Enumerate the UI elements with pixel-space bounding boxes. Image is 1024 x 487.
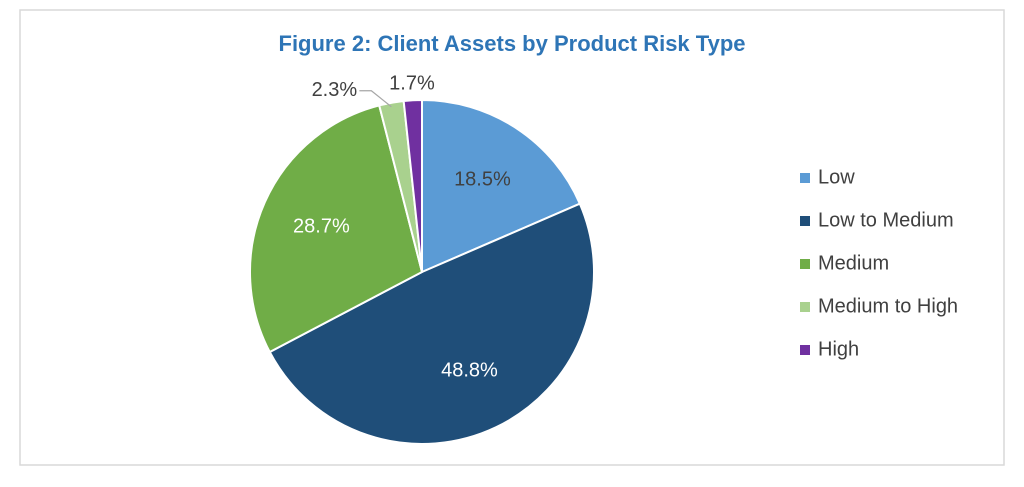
data-label: 18.5% (454, 168, 511, 190)
legend-swatch (800, 302, 810, 312)
legend-swatch (800, 259, 810, 269)
chart-title: Figure 2: Client Assets by Product Risk … (279, 31, 746, 56)
legend-label: Medium to High (818, 295, 958, 317)
data-label: 2.3% (312, 79, 358, 101)
pie-slice (268, 202, 595, 445)
pie-slice (249, 104, 424, 354)
legend-swatch (800, 345, 810, 355)
legend-label: High (818, 338, 859, 360)
pie-slice (421, 98, 582, 274)
legend-swatch (800, 216, 810, 226)
legend-swatch (800, 173, 810, 183)
legend-label: Low to Medium (818, 209, 954, 231)
data-label: 28.7% (293, 216, 350, 238)
data-label: 1.7% (389, 73, 435, 95)
leader-line (359, 90, 392, 108)
legend-label: Low (818, 166, 855, 188)
data-label: 48.8% (441, 360, 498, 382)
pie-slice (402, 98, 423, 273)
legend-label: Medium (818, 252, 889, 274)
